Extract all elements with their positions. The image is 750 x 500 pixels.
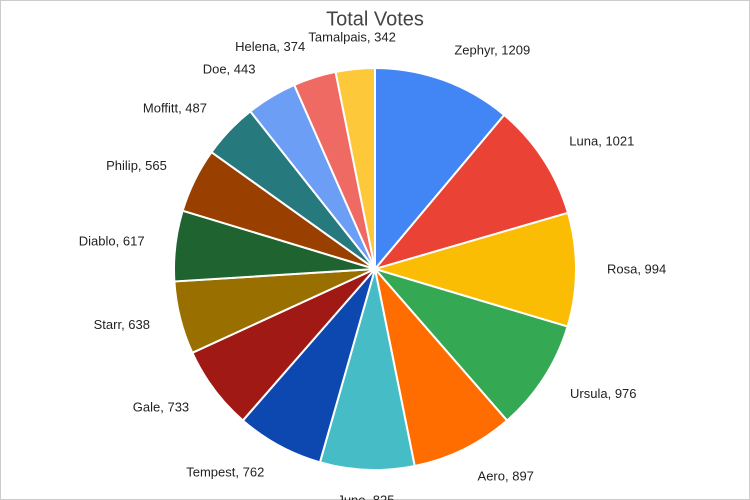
pie-slice	[374, 66, 506, 272]
pie-slice	[318, 268, 416, 471]
slice-label: Luna, 1021	[569, 134, 634, 149]
pie-slice	[372, 113, 570, 271]
pie-slice	[371, 211, 577, 328]
slice-label: Zephyr, 1209	[454, 42, 530, 57]
slice-label: Helena, 374	[235, 39, 305, 54]
pie-slice	[371, 267, 569, 422]
slice-label: Moffitt, 487	[143, 100, 207, 115]
slice-label: Gale, 733	[133, 399, 189, 414]
slice-label: Doe, 443	[203, 62, 256, 77]
slice-label: Rosa, 994	[607, 261, 666, 276]
slice-label: Tempest, 762	[186, 464, 264, 479]
slice-label: Starr, 638	[94, 317, 150, 332]
slice-label: Tamalpais, 342	[308, 30, 395, 45]
slice-label: Aero, 897	[478, 469, 534, 484]
pie-slice	[373, 265, 509, 468]
slice-label: Philip, 565	[106, 158, 167, 173]
pie-slice	[334, 66, 376, 270]
slice-label: Diablo, 617	[79, 234, 145, 249]
slice-label: Ursula, 976	[570, 386, 636, 401]
chart-title: Total Votes	[326, 8, 424, 30]
slice-label: June, 825	[337, 492, 394, 500]
